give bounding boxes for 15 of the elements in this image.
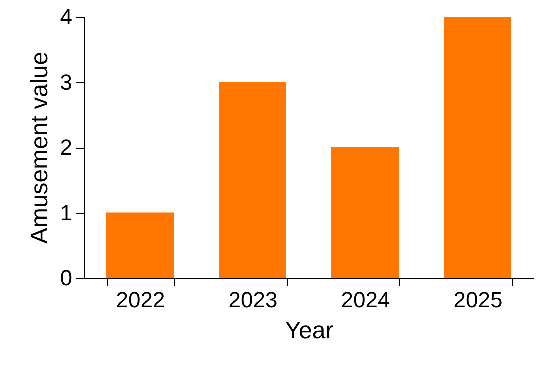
x-tick-label: 2023	[228, 288, 278, 312]
bar	[444, 17, 512, 278]
x-tick-label: 2024	[341, 288, 390, 312]
y-tick-label: 1	[60, 200, 72, 226]
bar	[106, 212, 174, 278]
y-tick-label: 3	[60, 70, 72, 95]
y-axis-title: Amusement value	[26, 52, 54, 244]
bar	[332, 148, 399, 278]
x-axis-title: Year	[285, 318, 334, 344]
x-tick-label: 2025	[454, 288, 503, 312]
bar	[219, 82, 286, 278]
x-tick-label: 2022	[116, 288, 166, 312]
y-tick-label: 0	[60, 266, 72, 290]
y-tick-label: 2	[60, 135, 72, 160]
y-tick-label: 4	[60, 4, 72, 30]
